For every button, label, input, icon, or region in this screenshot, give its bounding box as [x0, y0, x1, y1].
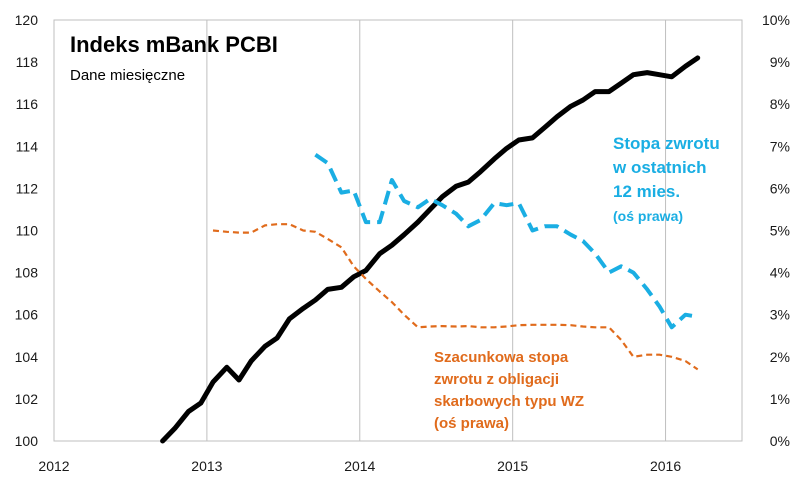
bonds-annotation: Szacunkowa stopa zwrotu z obligacji skar… [434, 349, 584, 432]
y-right-tick-label: 8% [770, 96, 790, 112]
return-annotation: Stopa zwrotu w ostatnich 12 mies. (oś pr… [612, 134, 720, 224]
y-right-tick-label: 0% [770, 433, 790, 449]
y-left-tick-label: 104 [15, 349, 39, 365]
chart-subtitle: Dane miesięczne [70, 67, 185, 84]
x-tick-label: 2013 [191, 458, 222, 474]
series-layer [160, 55, 701, 444]
series-line-bonds [212, 223, 699, 371]
series-line-return [314, 153, 699, 330]
y-left-tick-label: 116 [16, 96, 39, 112]
y-right-tick-label: 9% [770, 54, 790, 70]
y-right-tick-label: 3% [770, 307, 790, 323]
bonds-annotation-line-2: zwrotu z obligacji [434, 371, 559, 388]
y-right-tick-label: 2% [770, 349, 790, 365]
y-right-tick-label: 4% [770, 265, 790, 281]
y-right-tick-label: 10% [762, 12, 790, 28]
axis-layer: 2012 2013 2014 2015 2016 100 102 104 106 108 110 11… [15, 12, 790, 474]
y-left-tick-label: 110 [16, 223, 39, 239]
return-annotation-line-4: (oś prawa) [613, 208, 683, 224]
return-annotation-line-2: w ostatnich [612, 158, 707, 177]
bonds-annotation-line-3: skarbowych typu WZ [434, 393, 584, 410]
chart-title: Indeks mBank PCBI [70, 32, 278, 57]
y-left-tick-label: 102 [15, 391, 39, 407]
y-left-tick-label: 118 [16, 54, 39, 70]
return-annotation-line-1: Stopa zwrotu [613, 134, 720, 153]
y-left-tick-label: 114 [16, 138, 39, 154]
y-right-tick-label: 7% [770, 138, 790, 154]
grid-layer [53, 19, 743, 442]
plot-frame [53, 19, 743, 442]
x-tick-label: 2016 [650, 458, 681, 474]
y-right-tick-label: 1% [770, 391, 790, 407]
bonds-annotation-line-4: (oś prawa) [434, 415, 509, 432]
y-left-tick-label: 108 [15, 265, 39, 281]
bonds-annotation-line-1: Szacunkowa stopa [434, 349, 569, 366]
x-tick-label: 2014 [344, 458, 375, 474]
y-left-tick-label: 120 [15, 12, 39, 28]
series-line-index [160, 55, 701, 444]
return-annotation-line-3: 12 mies. [613, 182, 680, 201]
x-tick-label: 2015 [497, 458, 528, 474]
y-right-tick-label: 6% [770, 180, 790, 196]
x-tick-label: 2012 [38, 458, 69, 474]
y-left-tick-label: 106 [15, 307, 39, 323]
y-right-tick-label: 5% [770, 223, 790, 239]
y-left-tick-label: 100 [15, 433, 39, 449]
y-left-tick-label: 112 [16, 180, 39, 196]
